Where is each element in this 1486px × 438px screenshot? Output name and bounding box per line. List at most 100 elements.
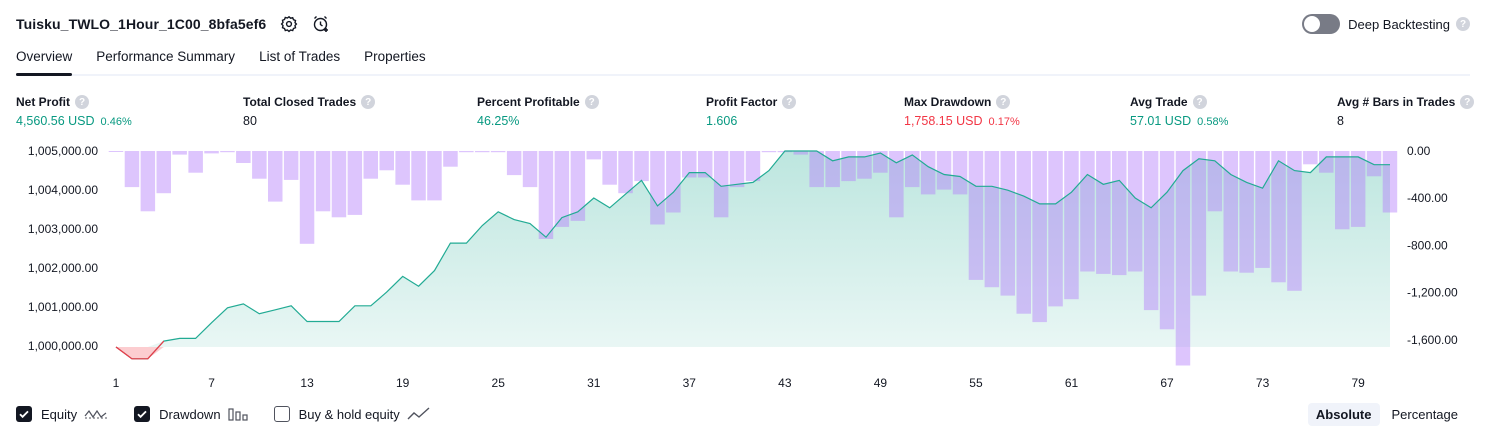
info-icon[interactable]: ? <box>584 95 599 109</box>
drawdown-bar <box>968 151 984 280</box>
absolute-button[interactable]: Absolute <box>1307 402 1380 426</box>
buy-hold-toggle[interactable]: Buy & hold equity <box>273 406 431 422</box>
metric-max-drawdown: Max Drawdown? 1,758.15 USD 0.17% <box>904 94 1020 128</box>
drawdown-bar <box>538 151 554 239</box>
metric-percent-profitable: Percent Profitable? 46.25% <box>477 94 599 128</box>
equity-line-icon <box>84 407 108 421</box>
drawdown-bar <box>1191 151 1207 296</box>
equity-checkbox[interactable] <box>16 406 32 422</box>
equity-label: Equity <box>41 406 78 422</box>
drawdown-bar <box>315 151 331 212</box>
drawdown-bar <box>443 151 458 167</box>
drawdown-bar <box>1048 151 1063 307</box>
drawdown-bar <box>283 151 299 180</box>
equity-axis-tick-label: 1,000,000.00 <box>28 339 98 353</box>
drawdown-bar <box>1096 151 1111 274</box>
drawdown-bar <box>363 151 378 179</box>
drawdown-toggle[interactable]: Drawdown <box>134 406 248 422</box>
metric-label: Avg Trade <box>1130 95 1188 109</box>
x-axis-tick-label: 13 <box>300 376 314 390</box>
equity-drawdown-chart[interactable]: 1,005,000.00 1,004,000.00 1,003,000.00 1,00… <box>0 140 1486 392</box>
info-icon[interactable]: ? <box>996 95 1011 109</box>
info-icon[interactable]: ? <box>782 95 797 109</box>
metric-value: 1.606 <box>706 114 738 128</box>
tab-overview[interactable]: Overview <box>16 44 73 76</box>
drawdown-bar <box>761 151 777 153</box>
drawdown-bar <box>1335 151 1350 230</box>
help-icon[interactable]: ? <box>1456 17 1470 31</box>
drawdown-axis-tick-label: -1,200.00 <box>1407 286 1458 300</box>
info-icon[interactable]: ? <box>75 95 89 109</box>
drawdown-bar <box>347 151 363 215</box>
x-axis-tick-label: 25 <box>492 376 506 390</box>
drawdown-bar <box>1143 151 1159 311</box>
drawdown-bar <box>1159 151 1175 330</box>
drawdown-bar <box>1016 151 1031 314</box>
drawdown-bars-icon <box>227 407 248 421</box>
metric-label: Avg # Bars in Trades <box>1337 95 1456 109</box>
drawdown-bar <box>1350 151 1366 227</box>
report-tabs: Overview Performance Summary List of Tra… <box>16 44 1470 76</box>
metric-avg-trade: Avg Trade? 57.01 USD 0.58% <box>1130 94 1228 128</box>
drawdown-bar <box>220 151 235 153</box>
buy-hold-checkbox[interactable] <box>273 406 290 422</box>
drawdown-bar <box>140 151 156 212</box>
drawdown-bar <box>936 151 952 190</box>
drawdown-bar <box>172 151 187 155</box>
drawdown-bar <box>1032 151 1047 323</box>
drawdown-bar <box>506 151 522 176</box>
metric-value: 57.01 USD <box>1130 114 1192 128</box>
drawdown-bar <box>299 151 315 244</box>
chart-legend: Equity Drawdown Buy & hold equity <box>16 404 457 424</box>
drawdown-bar <box>236 151 251 163</box>
drawdown-bar <box>1239 151 1254 273</box>
drawdown-bar <box>522 151 538 188</box>
x-axis-tick-label: 37 <box>683 376 697 390</box>
drawdown-bar <box>554 151 570 227</box>
drawdown-bar <box>490 151 506 153</box>
drawdown-bar <box>411 151 426 201</box>
drawdown-bar <box>1000 151 1015 296</box>
percentage-button[interactable]: Percentage <box>1391 406 1459 422</box>
add-alert-clock-icon[interactable] <box>312 15 330 33</box>
metric-value: 1,758.15 USD <box>904 114 983 128</box>
drawdown-bar <box>108 151 124 152</box>
drawdown-bar <box>331 151 347 218</box>
drawdown-bar <box>952 151 968 195</box>
equity-toggle[interactable]: Equity <box>16 406 108 422</box>
x-axis-tick-label: 73 <box>1256 376 1270 390</box>
drawdown-bar <box>1287 151 1302 291</box>
tab-list-of-trades[interactable]: List of Trades <box>259 49 341 64</box>
metric-percent: 0.46% <box>100 116 132 128</box>
drawdown-bar <box>889 151 904 218</box>
metric-total-closed-trades: Total Closed Trades? 80 <box>243 94 376 128</box>
tab-performance-summary[interactable]: Performance Summary <box>96 49 236 64</box>
drawdown-bar <box>698 151 713 178</box>
x-axis-tick-label: 49 <box>874 376 888 390</box>
drawdown-bar <box>666 151 681 213</box>
x-axis-tick-label: 79 <box>1351 376 1365 390</box>
drawdown-bar <box>873 151 888 173</box>
drawdown-bar <box>857 151 872 179</box>
drawdown-bar <box>1223 151 1238 272</box>
metric-label: Total Closed Trades <box>243 95 357 109</box>
tab-properties[interactable]: Properties <box>364 49 426 64</box>
metric-avg-bars-in-trades: Avg # Bars in Trades? 8 <box>1337 94 1475 128</box>
drawdown-label: Drawdown <box>159 406 221 422</box>
settings-gear-icon[interactable] <box>280 15 298 33</box>
drawdown-bar <box>427 151 442 201</box>
drawdown-bar <box>475 151 490 153</box>
drawdown-bar <box>682 151 697 178</box>
info-icon[interactable]: ? <box>361 95 376 109</box>
drawdown-bar <box>1080 151 1095 272</box>
info-icon[interactable]: ? <box>1460 95 1475 109</box>
deep-backtesting-toggle[interactable] <box>1302 14 1341 34</box>
drawdown-bar <box>1382 151 1398 213</box>
x-axis-tick-label: 61 <box>1065 376 1079 390</box>
drawdown-bar <box>1271 151 1286 283</box>
drawdown-bar <box>1064 151 1079 300</box>
x-axis-tick-label: 67 <box>1160 376 1174 390</box>
drawdown-bar <box>1112 151 1127 276</box>
drawdown-checkbox[interactable] <box>134 406 151 422</box>
info-icon[interactable]: ? <box>1192 95 1207 109</box>
